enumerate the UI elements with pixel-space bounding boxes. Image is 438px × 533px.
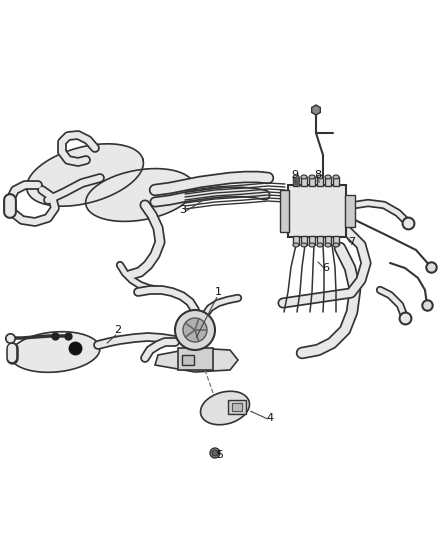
Ellipse shape [325, 243, 331, 247]
Bar [228, 400, 246, 414]
Ellipse shape [325, 175, 331, 179]
Circle shape [175, 310, 215, 350]
Bar [301, 177, 307, 186]
Circle shape [210, 448, 220, 458]
Ellipse shape [301, 243, 307, 247]
Bar [232, 403, 242, 411]
Bar [309, 236, 315, 245]
Bar [333, 177, 339, 186]
Polygon shape [27, 144, 143, 206]
Bar [317, 236, 323, 245]
Text: 2: 2 [114, 325, 122, 335]
Ellipse shape [293, 175, 299, 179]
Text: 1: 1 [215, 287, 222, 297]
Text: 6: 6 [322, 263, 329, 273]
Bar [333, 236, 339, 245]
Bar [182, 355, 194, 365]
Text: 7: 7 [349, 237, 356, 247]
Ellipse shape [317, 243, 323, 247]
Polygon shape [86, 168, 194, 221]
Bar [317, 177, 323, 186]
Ellipse shape [309, 175, 315, 179]
Bar [293, 177, 299, 186]
Ellipse shape [333, 175, 339, 179]
Ellipse shape [333, 243, 339, 247]
Text: 4: 4 [266, 413, 274, 423]
Ellipse shape [301, 175, 307, 179]
Bar [280, 190, 289, 232]
Text: 5: 5 [216, 450, 223, 460]
Ellipse shape [309, 243, 315, 247]
Bar [309, 177, 315, 186]
Circle shape [212, 450, 218, 456]
Bar [325, 236, 331, 245]
Text: 3: 3 [180, 205, 187, 215]
Bar [288, 185, 346, 237]
Ellipse shape [201, 391, 250, 425]
Bar [301, 236, 307, 245]
Bar [178, 348, 213, 370]
Polygon shape [155, 348, 238, 372]
Ellipse shape [293, 243, 299, 247]
Bar [293, 236, 299, 245]
Text: 8: 8 [314, 170, 321, 180]
Text: 9: 9 [291, 170, 299, 180]
Circle shape [183, 318, 207, 342]
Ellipse shape [317, 175, 323, 179]
Bar [345, 195, 355, 227]
Polygon shape [10, 332, 100, 373]
Bar [325, 177, 331, 186]
